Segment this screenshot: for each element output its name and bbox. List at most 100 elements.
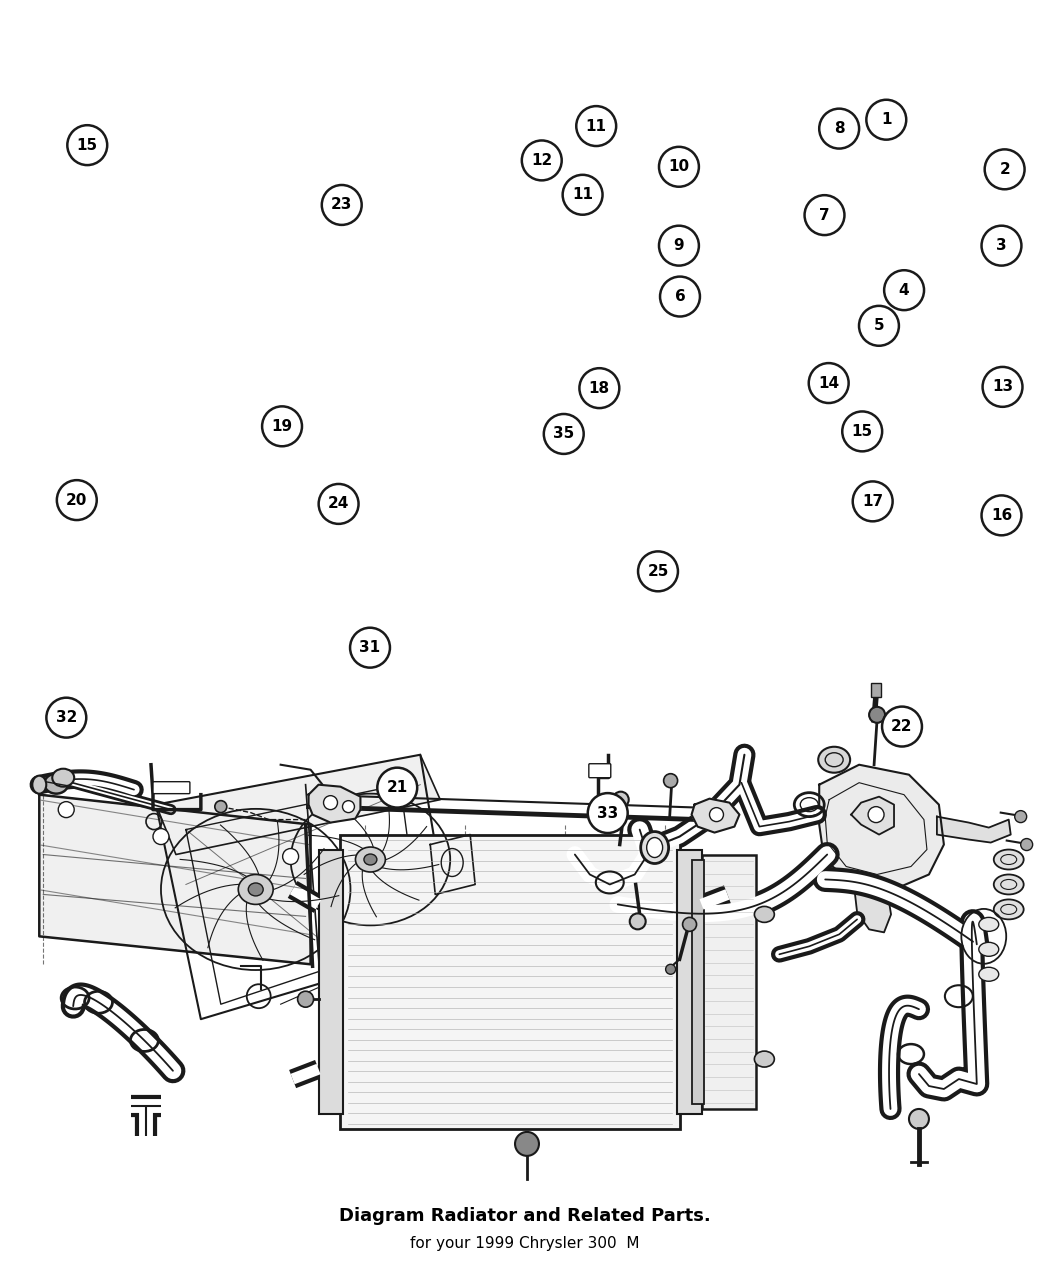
Text: 11: 11: [572, 187, 593, 203]
Text: 24: 24: [328, 496, 350, 511]
Circle shape: [659, 226, 699, 265]
Bar: [340, 835, 679, 1128]
Circle shape: [882, 706, 922, 746]
Ellipse shape: [356, 847, 385, 872]
Text: 32: 32: [56, 710, 77, 725]
Circle shape: [350, 627, 390, 668]
FancyBboxPatch shape: [153, 782, 190, 793]
Polygon shape: [39, 794, 311, 964]
Text: 2: 2: [1000, 162, 1010, 177]
Polygon shape: [309, 784, 360, 822]
Ellipse shape: [238, 875, 273, 904]
Text: 13: 13: [992, 380, 1013, 394]
Circle shape: [866, 99, 906, 140]
Circle shape: [985, 149, 1025, 189]
Circle shape: [588, 793, 628, 833]
Text: 1: 1: [881, 112, 891, 128]
Bar: [692, 859, 704, 1104]
Ellipse shape: [364, 854, 377, 864]
Circle shape: [318, 484, 358, 524]
Circle shape: [67, 125, 107, 164]
Text: 14: 14: [818, 376, 839, 390]
Polygon shape: [819, 765, 944, 890]
Text: 3: 3: [996, 238, 1007, 254]
Text: for your 1999 Chrysler 300  M: for your 1999 Chrysler 300 M: [411, 1237, 639, 1251]
Circle shape: [516, 1132, 539, 1156]
Ellipse shape: [44, 774, 68, 793]
Circle shape: [282, 849, 298, 864]
Circle shape: [842, 412, 882, 451]
Circle shape: [323, 796, 337, 810]
FancyBboxPatch shape: [589, 764, 611, 778]
Text: 20: 20: [66, 492, 87, 507]
Circle shape: [46, 697, 86, 738]
Circle shape: [638, 551, 678, 592]
Circle shape: [215, 801, 227, 812]
Circle shape: [853, 482, 892, 521]
Polygon shape: [937, 816, 1011, 843]
Polygon shape: [852, 797, 894, 835]
Ellipse shape: [640, 831, 669, 863]
Text: 16: 16: [991, 507, 1012, 523]
Polygon shape: [430, 835, 476, 895]
Ellipse shape: [993, 899, 1024, 919]
Circle shape: [819, 108, 859, 149]
Text: 23: 23: [331, 198, 353, 213]
Text: 15: 15: [852, 423, 873, 439]
Ellipse shape: [993, 849, 1024, 870]
Circle shape: [262, 407, 302, 446]
Ellipse shape: [979, 942, 999, 956]
Text: 5: 5: [874, 319, 884, 333]
Ellipse shape: [33, 775, 46, 793]
Text: 7: 7: [819, 208, 830, 223]
Text: 9: 9: [674, 238, 685, 254]
Circle shape: [544, 414, 584, 454]
Bar: [872, 683, 881, 697]
Ellipse shape: [754, 907, 774, 922]
Circle shape: [666, 964, 675, 974]
Text: 10: 10: [669, 159, 690, 175]
Ellipse shape: [818, 747, 851, 773]
Circle shape: [982, 496, 1022, 536]
Polygon shape: [156, 755, 440, 854]
Circle shape: [659, 147, 699, 186]
Text: 25: 25: [647, 564, 669, 579]
Text: 21: 21: [386, 780, 407, 796]
Text: 11: 11: [586, 119, 607, 134]
Text: Diagram Radiator and Related Parts.: Diagram Radiator and Related Parts.: [339, 1206, 711, 1225]
Circle shape: [630, 913, 646, 929]
Circle shape: [1021, 839, 1032, 850]
Circle shape: [983, 367, 1023, 407]
Text: 18: 18: [589, 381, 610, 395]
Circle shape: [660, 277, 700, 316]
Circle shape: [869, 706, 885, 723]
Circle shape: [682, 918, 696, 931]
Bar: [701, 854, 756, 1109]
Ellipse shape: [979, 968, 999, 982]
Circle shape: [884, 270, 924, 310]
Ellipse shape: [979, 918, 999, 931]
Circle shape: [563, 175, 603, 214]
Ellipse shape: [52, 769, 75, 787]
Circle shape: [664, 774, 677, 788]
Bar: [318, 849, 343, 1114]
Ellipse shape: [754, 1051, 774, 1067]
Text: 4: 4: [899, 283, 909, 297]
Circle shape: [297, 991, 314, 1007]
Text: 17: 17: [862, 493, 883, 509]
Polygon shape: [692, 798, 739, 833]
Circle shape: [804, 195, 844, 235]
Circle shape: [868, 807, 884, 822]
Ellipse shape: [993, 875, 1024, 895]
Circle shape: [808, 363, 848, 403]
Text: 19: 19: [272, 418, 293, 434]
Circle shape: [321, 185, 361, 224]
Bar: [676, 849, 701, 1114]
Polygon shape: [854, 886, 891, 932]
Text: 31: 31: [359, 640, 380, 655]
Text: 15: 15: [77, 138, 98, 153]
Circle shape: [982, 226, 1022, 265]
Circle shape: [576, 106, 616, 147]
Circle shape: [613, 792, 629, 807]
Text: 8: 8: [834, 121, 844, 136]
